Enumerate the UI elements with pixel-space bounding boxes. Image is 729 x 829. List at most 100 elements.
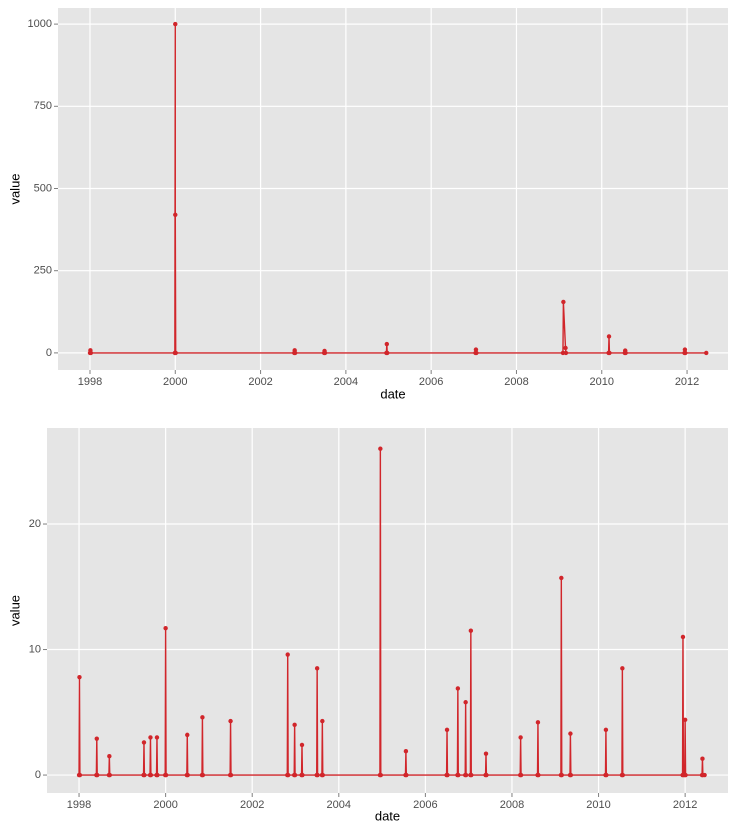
data-point	[403, 749, 409, 754]
data-point	[384, 341, 390, 347]
data-point	[173, 21, 178, 27]
data-point	[141, 740, 147, 745]
data-point	[285, 772, 291, 778]
data-point	[299, 742, 305, 748]
data-point	[683, 772, 688, 778]
data-point	[682, 717, 688, 723]
x-tick-label: 2006	[419, 376, 443, 388]
data-point	[154, 735, 160, 740]
x-tick-label: 2004	[334, 376, 358, 388]
x-tick-label: 2006	[413, 799, 437, 811]
data-point	[463, 700, 468, 705]
x-tick-label: 2000	[163, 376, 187, 388]
data-point	[473, 347, 479, 352]
data-point	[163, 625, 168, 631]
data-point	[563, 345, 568, 351]
data-point	[468, 628, 474, 633]
x-tick-label: 1998	[78, 376, 102, 388]
data-point	[148, 735, 153, 740]
data-point	[315, 772, 320, 778]
data-point	[607, 350, 612, 356]
data-point	[702, 772, 707, 778]
x-axis-title: date	[375, 808, 400, 823]
data-point	[185, 732, 190, 738]
data-point	[292, 350, 298, 356]
data-point	[142, 772, 147, 778]
data-point	[445, 772, 450, 778]
x-tick-label: 2008	[500, 799, 524, 811]
data-point	[107, 754, 112, 759]
data-point	[683, 350, 688, 356]
data-point	[680, 634, 686, 640]
data-point	[474, 350, 479, 356]
data-point	[463, 772, 469, 778]
data-point	[88, 350, 94, 356]
x-tick-label: 2012	[673, 799, 697, 811]
y-tick-label: 750	[34, 100, 52, 112]
x-tick-label: 2010	[586, 799, 610, 811]
y-tick-label: 20	[29, 518, 41, 530]
data-point	[378, 772, 383, 778]
x-axis-title: date	[380, 386, 405, 401]
data-point	[285, 652, 290, 657]
data-point	[173, 350, 178, 356]
data-point	[469, 772, 474, 778]
y-tick-label: 500	[34, 182, 52, 194]
data-point	[620, 772, 625, 778]
y-axis-title: value	[7, 173, 22, 204]
data-point	[483, 751, 489, 756]
data-point	[620, 666, 625, 671]
data-point	[604, 772, 609, 778]
data-point	[228, 718, 233, 724]
data-point	[568, 731, 573, 736]
data-point	[518, 772, 524, 778]
data-line	[78, 448, 705, 776]
data-point	[568, 772, 574, 778]
data-point	[606, 334, 612, 339]
x-tick-label: 2002	[240, 799, 264, 811]
y-axis-title: value	[7, 595, 22, 626]
data-point	[559, 575, 564, 581]
x-tick-label: 1998	[67, 799, 91, 811]
data-point	[185, 772, 190, 778]
data-point	[322, 350, 328, 356]
data-point	[200, 715, 205, 720]
y-tick-label: 10	[29, 643, 41, 655]
data-point	[292, 722, 297, 728]
data-point	[300, 772, 305, 778]
y-tick-label: 0	[46, 347, 52, 359]
data-point	[314, 666, 320, 671]
x-tick-label: 2012	[675, 376, 699, 388]
data-point	[173, 212, 178, 218]
data-point	[77, 674, 82, 680]
data-point	[378, 446, 383, 451]
data-point	[704, 350, 709, 356]
data-point	[155, 772, 160, 778]
data-point	[77, 772, 83, 778]
data-point	[200, 772, 206, 778]
y-tick-label: 0	[35, 769, 41, 781]
data-point	[518, 735, 523, 740]
y-tick-label: 250	[34, 265, 52, 277]
x-tick-label: 2010	[590, 376, 614, 388]
data-point	[148, 772, 154, 778]
data-point	[484, 772, 489, 778]
data-point	[535, 720, 541, 725]
data-point	[455, 686, 461, 691]
data-point	[559, 772, 564, 778]
data-point	[444, 727, 450, 733]
data-point	[404, 772, 409, 778]
data-point	[700, 756, 705, 761]
data-point	[107, 772, 112, 778]
data-point	[456, 772, 461, 778]
data-point	[603, 727, 609, 733]
data-point	[623, 350, 628, 356]
x-tick-label: 2008	[504, 376, 528, 388]
data-point	[94, 736, 99, 741]
data-point	[563, 350, 569, 356]
y-tick-label: 1000	[28, 18, 52, 30]
data-point	[95, 772, 100, 778]
data-point	[228, 772, 234, 778]
